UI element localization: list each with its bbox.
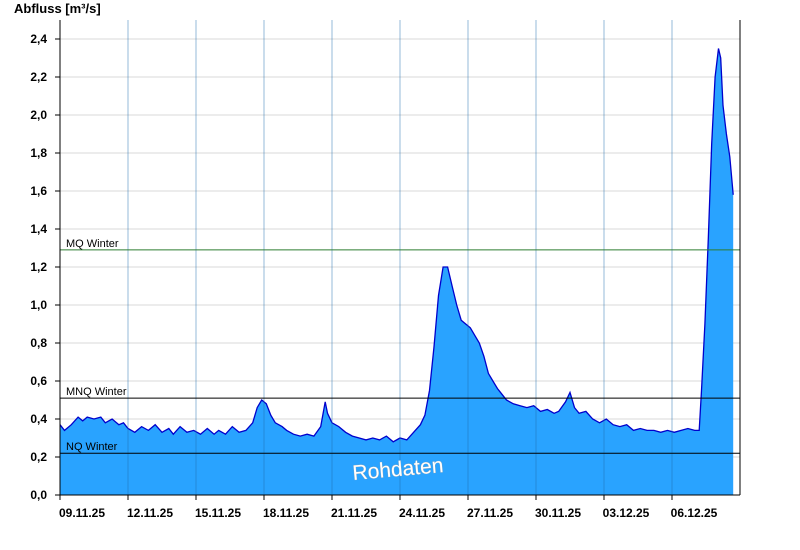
x-tick-label: 09.11.25 [59,506,105,520]
y-tick-label: 2,0 [30,108,47,122]
y-ticks: 0,0 0,2 0,4 0,6 0,8 1,0 1,2 1,4 1,6 1,8 2,0 2,2 2,4 [30,32,60,502]
x-tick-label: 06.12.25 [671,506,718,520]
y-tick-label: 1,2 [30,260,47,274]
y-tick-label: 2,2 [30,70,47,84]
y-tick-label: 0,0 [30,488,47,502]
discharge-area [60,48,734,495]
x-tick-label: 18.11.25 [263,506,309,520]
y-tick-label: 1,8 [30,146,47,160]
x-tick-label: 27.11.25 [467,506,513,520]
reference-lines: MQ Winter MNQ Winter NQ Winter [60,238,740,454]
reference-line-label: NQ Winter [66,441,118,453]
reference-line-label: MNQ Winter [66,386,127,398]
y-tick-label: 1,6 [30,184,47,198]
x-tick-label: 03.12.25 [603,506,650,520]
y-axis-label: Abfluss [m³/s] [14,1,101,16]
x-grid [127,20,673,495]
y-tick-label: 0,6 [30,374,47,388]
reference-line-label: MQ Winter [66,238,119,250]
x-tick-label: 12.11.25 [127,506,173,520]
y-tick-label: 0,4 [30,412,47,426]
x-tick-label: 21.11.25 [331,506,377,520]
y-tick-label: 0,2 [30,450,47,464]
y-tick-label: 1,4 [30,222,47,236]
y-tick-label: 1,0 [30,298,47,312]
x-ticks: 09.11.25 12.11.25 15.11.25 18.11.25 21.11.25… [59,495,718,520]
y-tick-label: 0,8 [30,336,47,350]
x-tick-label: 15.11.25 [195,506,241,520]
x-tick-label: 24.11.25 [399,506,445,520]
x-tick-label: 30.11.25 [535,506,581,520]
plot-area [59,48,734,495]
y-tick-label: 2,4 [30,32,47,46]
discharge-line [59,48,734,443]
